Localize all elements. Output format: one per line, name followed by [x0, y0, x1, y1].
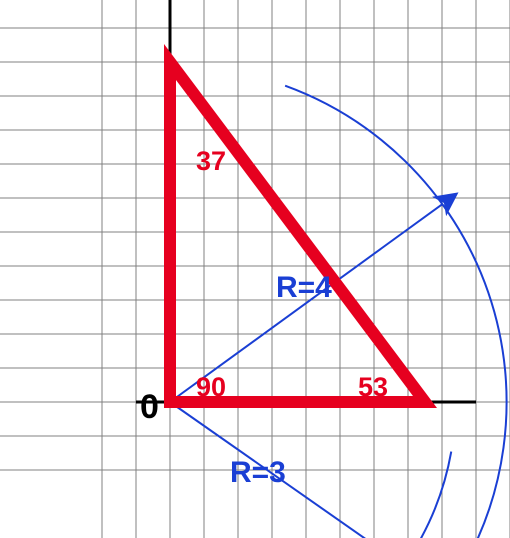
diagram-canvas: 0 37 90 53 R=4 R=3 — [0, 0, 510, 538]
angle-90-label: 90 — [196, 372, 226, 403]
radius-3-label: R=3 — [230, 456, 286, 490]
radius-4-label: R=4 — [276, 271, 332, 305]
origin-label: 0 — [140, 388, 159, 427]
angle-53-label: 53 — [358, 372, 388, 403]
angle-37-label: 37 — [196, 146, 226, 177]
arc-R3 — [354, 452, 452, 538]
